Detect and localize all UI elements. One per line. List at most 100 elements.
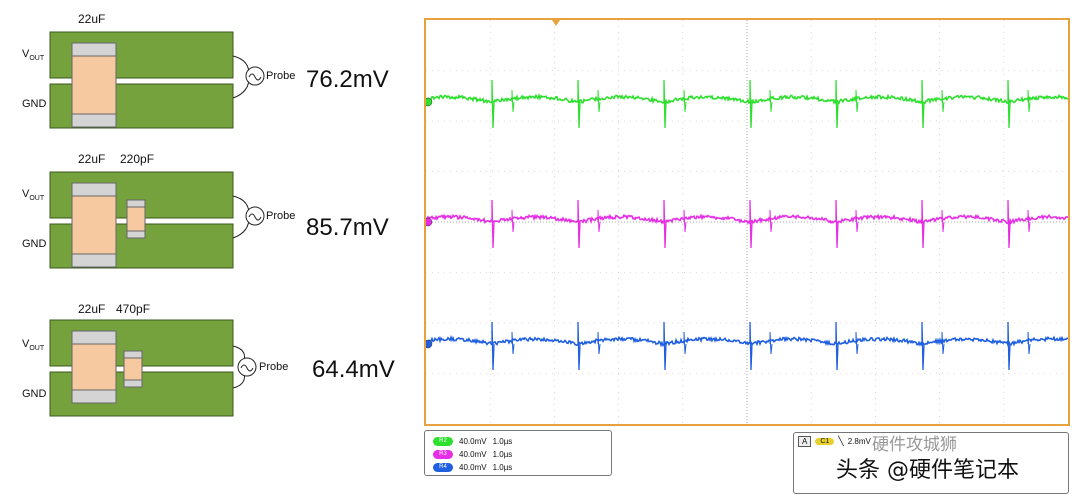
vout-label: VOUT bbox=[22, 188, 44, 202]
channel-scale: 40.0mV bbox=[459, 450, 487, 459]
waveform-spike bbox=[664, 80, 666, 128]
watermark: 头条 @硬件笔记本 bbox=[836, 452, 1019, 484]
waveform-spike bbox=[578, 80, 580, 128]
channel-chip: R3 bbox=[433, 450, 453, 459]
waveform-r2 bbox=[426, 95, 1068, 103]
channel-marker-r4 bbox=[426, 340, 432, 348]
ripple-reading-1: 76.2mV bbox=[306, 66, 389, 94]
waveform-spike bbox=[512, 210, 514, 232]
cap-22uf-end-top bbox=[72, 43, 116, 56]
cap-22uf-end-bottom bbox=[72, 114, 116, 127]
waveform-spike bbox=[750, 80, 752, 128]
legend-row-r4: R4 40.0mV 1.0µs bbox=[433, 461, 512, 473]
channel-chip: R4 bbox=[433, 463, 453, 472]
waveform-spike bbox=[836, 80, 838, 128]
ripple-reading-2: 85.7mV bbox=[306, 214, 389, 242]
channel-marker-r3 bbox=[426, 218, 432, 226]
probe-label: Probe bbox=[259, 361, 288, 373]
waveform-spike bbox=[856, 332, 858, 354]
vout-label: VOUT bbox=[22, 48, 44, 62]
channel-time: 1.0µs bbox=[493, 463, 513, 472]
channel-scale: 40.0mV bbox=[459, 437, 487, 446]
waveform-spike bbox=[1008, 80, 1010, 128]
legend-row-r3: R3 40.0mV 1.0µs bbox=[433, 448, 512, 460]
cap-label-470pf: 470pF bbox=[116, 302, 150, 316]
cap-22uf-end-top bbox=[72, 331, 116, 344]
cap-22uf-end-bottom bbox=[72, 390, 116, 403]
waveform-spike bbox=[750, 322, 752, 370]
waveform-spike bbox=[922, 322, 924, 370]
waveform-spike bbox=[578, 322, 580, 370]
cap-470pf-body bbox=[124, 358, 142, 380]
cap-label-22uf: 22uF bbox=[78, 302, 105, 316]
channel-marker-r2 bbox=[426, 98, 432, 106]
waveform-spike bbox=[664, 322, 666, 370]
waveform-spike bbox=[684, 90, 686, 112]
waveform-spike bbox=[512, 332, 514, 354]
channel-chip: R2 bbox=[433, 437, 453, 446]
probe-label: Probe bbox=[266, 70, 295, 82]
waveform-spike bbox=[684, 210, 686, 232]
cap-470pf-end-top bbox=[124, 351, 142, 358]
waveform-spike bbox=[836, 322, 838, 370]
diagram-1 bbox=[50, 32, 264, 128]
waveform-spike bbox=[684, 332, 686, 354]
gnd-label: GND bbox=[22, 98, 46, 110]
waveform-spike bbox=[1028, 332, 1030, 354]
waveform-spike bbox=[598, 210, 600, 232]
waveform-spike bbox=[770, 90, 772, 112]
channel-time: 1.0µs bbox=[493, 450, 513, 459]
diagram-3 bbox=[50, 320, 256, 416]
waveform-spike bbox=[1008, 200, 1010, 248]
waveform-spike bbox=[492, 200, 494, 248]
ripple-reading-3: 64.4mV bbox=[312, 356, 395, 384]
waveform-spike bbox=[942, 210, 944, 232]
waveform-spike bbox=[578, 200, 580, 248]
cap-label-22uf: 22uF bbox=[78, 12, 105, 26]
cap-220pf-end-top bbox=[127, 200, 145, 207]
gnd-label: GND bbox=[22, 388, 46, 400]
scope-plot bbox=[426, 20, 1068, 424]
waveform-spike bbox=[922, 80, 924, 128]
cap-22uf-end-top bbox=[72, 183, 116, 196]
cap-22uf-end-bottom bbox=[72, 254, 116, 267]
cap-label-22uf: 22uF bbox=[78, 152, 105, 166]
channel-legend: R2 40.0mV 1.0µs R3 40.0mV 1.0µs R4 40.0m… bbox=[424, 430, 612, 476]
capacitor-layout-diagrams: 22uF VOUT GND Probe 76.2mV 22uF 220pF VO… bbox=[0, 0, 420, 498]
waveform-spike bbox=[1008, 322, 1010, 370]
cap-label-220pf: 220pF bbox=[120, 152, 154, 166]
trigger-row: A C1 ╲ 2.8mV bbox=[798, 436, 871, 447]
waveform-spike bbox=[770, 332, 772, 354]
waveform-spike bbox=[750, 200, 752, 248]
vout-label: VOUT bbox=[22, 338, 44, 352]
cap-22uf-body bbox=[72, 196, 116, 254]
waveform-spike bbox=[664, 200, 666, 248]
trigger-mode: A bbox=[798, 436, 811, 447]
diagram-2 bbox=[50, 172, 264, 268]
waveform-spike bbox=[492, 322, 494, 370]
waveform-spike bbox=[492, 80, 494, 128]
waveform-spike bbox=[922, 200, 924, 248]
trigger-level: 2.8mV bbox=[848, 437, 871, 446]
waveform-spike bbox=[942, 90, 944, 112]
waveform-spike bbox=[836, 200, 838, 248]
gnd-label: GND bbox=[22, 238, 46, 250]
trigger-slope-icon: ╲ bbox=[838, 436, 843, 447]
oscilloscope-screen bbox=[424, 18, 1070, 426]
channel-scale: 40.0mV bbox=[459, 463, 487, 472]
trigger-channel: C1 bbox=[815, 438, 834, 445]
waveform-spike bbox=[770, 210, 772, 232]
trigger-position-marker bbox=[552, 20, 560, 26]
waveform-spike bbox=[512, 90, 514, 112]
cap-220pf-body bbox=[127, 207, 145, 231]
cap-22uf-body bbox=[72, 56, 116, 114]
cap-470pf-end-bottom bbox=[124, 380, 142, 387]
waveform-spike bbox=[598, 332, 600, 354]
legend-row-r2: R2 40.0mV 1.0µs bbox=[433, 435, 512, 447]
waveform-spike bbox=[856, 210, 858, 232]
channel-time: 1.0µs bbox=[493, 437, 513, 446]
cap-22uf-body bbox=[72, 344, 116, 390]
cap-220pf-end-bottom bbox=[127, 231, 145, 238]
probe-label: Probe bbox=[266, 210, 295, 222]
waveform-spike bbox=[856, 90, 858, 112]
